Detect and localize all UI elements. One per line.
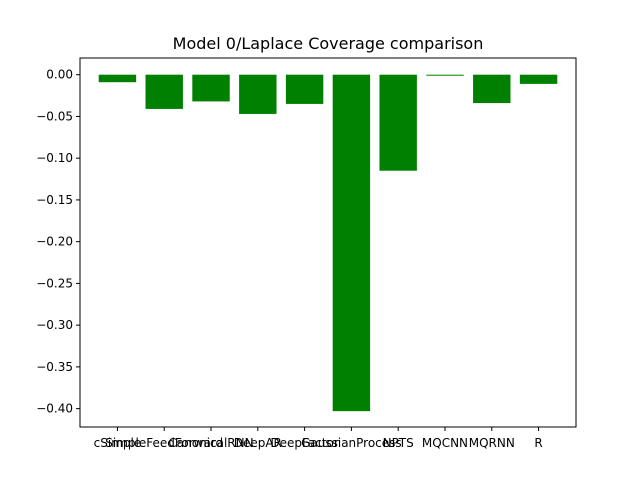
bars-group [98,74,558,412]
y-tick-label-2: −0.10 [36,151,73,165]
y-tick-label-8: −0.40 [36,402,73,416]
plot-frame [79,57,577,428]
bar-5 [332,74,371,412]
x-axis: cSimpleSimpleFeedForwardCanonicalRNNDeep… [94,427,543,450]
y-tick-label-7: −0.35 [36,360,73,374]
y-tick-label-5: −0.25 [36,276,73,290]
bar-6 [379,74,417,171]
bar-9 [519,74,558,84]
y-tick-label-0: 0.00 [46,68,73,82]
x-tick-label-7: MQCNN [422,436,468,450]
x-tick-label-6: NPTS [383,436,414,450]
x-tick-label-0: cSimple [94,436,142,450]
x-tick-label-5: GaussianProcess [301,436,402,450]
x-tick-label-2: CanonicalRNN [168,436,253,450]
x-tick-label-4: DeepFactor [270,436,338,450]
chart-title: Model 0/Laplace Coverage comparison [173,34,484,53]
y-axis: 0.00 −0.05 −0.10 −0.15 −0.20 −0.25 −0.30 −0.35 −… [36,68,80,416]
bar-8 [473,74,511,104]
y-tick-label-1: −0.05 [36,109,73,123]
bar-2 [192,74,230,102]
x-tick-label-9: R [534,436,542,450]
x-tick-label-8: MQRNN [469,436,515,450]
y-tick-label-4: −0.20 [36,235,73,249]
x-tick-label-1: SimpleFeedForward [105,436,223,450]
x-tick-label-3: DeepAR [234,436,282,450]
y-tick-label-6: −0.30 [36,318,73,332]
bar-4 [285,74,324,104]
bar-1 [145,74,183,109]
bar-3 [239,74,277,114]
bar-0 [98,74,137,83]
bar-7 [426,74,464,76]
y-tick-label-3: −0.15 [36,193,73,207]
